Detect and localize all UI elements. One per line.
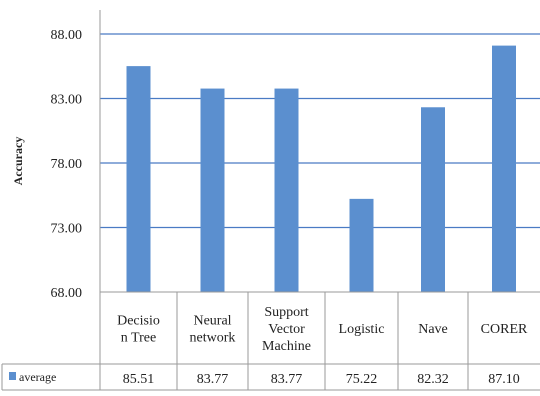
category-label: network <box>190 331 236 346</box>
category-label: Vector <box>268 322 305 337</box>
y-tick-label: 78.00 <box>51 157 83 172</box>
bar-3 <box>349 198 374 292</box>
bar-4 <box>421 107 445 292</box>
y-tick-label: 68.00 <box>51 286 83 301</box>
y-tick-label: 88.00 <box>51 28 83 43</box>
y-tick-label: 73.00 <box>51 222 83 237</box>
bar-2 <box>274 88 299 292</box>
value-label: 85.51 <box>123 372 155 387</box>
bar-1 <box>200 88 225 292</box>
y-axis-label: Accuracy <box>11 137 25 186</box>
legend-key <box>9 372 16 380</box>
value-label: 75.22 <box>346 372 378 387</box>
category-label: n Tree <box>121 331 156 346</box>
value-label: 83.77 <box>271 372 303 387</box>
value-label: 83.77 <box>197 372 229 387</box>
category-label: Decisio <box>117 314 160 329</box>
y-tick-label: 83.00 <box>51 93 83 108</box>
category-label: Neural <box>193 314 231 329</box>
category-label: Support <box>264 305 308 320</box>
category-label: Logistic <box>339 322 385 337</box>
bar-0 <box>126 66 151 292</box>
category-label: Nave <box>418 322 448 337</box>
bar-5 <box>492 45 516 292</box>
value-label: 87.10 <box>488 372 520 387</box>
value-label: 82.32 <box>417 372 449 387</box>
category-label: Machine <box>262 339 311 354</box>
category-label: CORER <box>481 322 528 337</box>
legend-label: average <box>19 370 56 384</box>
